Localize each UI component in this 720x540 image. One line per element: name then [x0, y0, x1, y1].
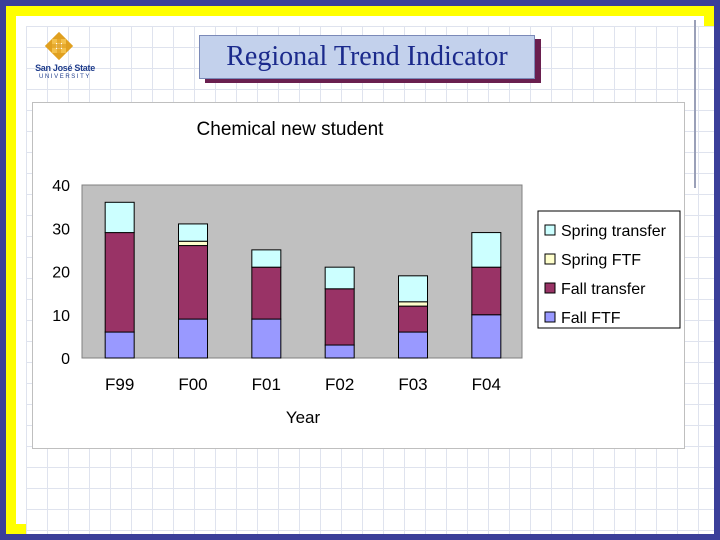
x-tick-label: F03 [398, 375, 427, 394]
bar-segment [471, 232, 502, 268]
bar-segment [324, 288, 355, 346]
y-tick-label: 20 [52, 265, 70, 282]
chart-title: Chemical new student [197, 119, 385, 140]
decorative-line [694, 20, 696, 188]
legend-entry: Spring FTF [561, 252, 641, 269]
bar-segment [104, 331, 135, 359]
bar-segment [251, 318, 282, 359]
sjsu-logo-icon [44, 31, 74, 61]
bar-segment [398, 305, 428, 333]
bar-segment [178, 223, 208, 242]
bar-segment [104, 232, 135, 333]
y-tick-label: 30 [52, 221, 70, 238]
plot-area [81, 184, 523, 359]
legend-entry: Fall transfer [561, 281, 646, 298]
legend-swatch [544, 224, 556, 236]
bar-segment [398, 301, 428, 307]
legend-swatch [544, 253, 556, 265]
legend-entry: Fall FTF [561, 310, 621, 327]
x-tick-label: F00 [178, 375, 207, 394]
bar-segment [251, 249, 282, 268]
chart-panel: Chemical new student 0 10 20 30 40 F99 F00 F01 F… [32, 102, 685, 449]
y-tick-label: 40 [52, 178, 70, 195]
logo-line2: UNIVERSITY [38, 74, 91, 80]
logo-line1: San José State [35, 63, 95, 73]
legend-entry: Spring transfer [561, 223, 667, 240]
bar-segment [398, 275, 428, 303]
bar-segment [178, 245, 208, 320]
bar-segment [251, 266, 282, 320]
bar-segment [324, 344, 355, 359]
stacked-bar-chart: Chemical new student 0 10 20 30 40 F99 F00 F01 F… [52, 119, 681, 427]
y-tick-label: 10 [52, 308, 70, 325]
x-tick-label: F04 [472, 375, 501, 394]
x-axis-label: Year [286, 408, 321, 427]
legend-swatch [544, 311, 556, 323]
bar-segment [398, 331, 428, 359]
slide-title: Regional Trend Indicator [199, 35, 535, 79]
bar-segment [471, 266, 502, 316]
x-tick-label: F99 [105, 375, 134, 394]
legend-box [537, 210, 681, 329]
x-tick-label: F01 [252, 375, 281, 394]
bar-segment [324, 266, 355, 290]
x-tick-label: F02 [325, 375, 354, 394]
bar-segment [471, 314, 502, 359]
legend-swatch [544, 282, 556, 294]
y-tick-label: 0 [61, 351, 70, 368]
bar-segment [178, 240, 208, 247]
bar-segment [178, 318, 208, 359]
bar-segment [104, 201, 135, 234]
